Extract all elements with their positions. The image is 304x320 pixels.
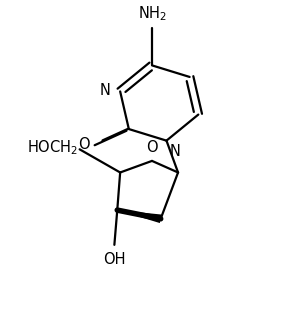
- Text: OH: OH: [103, 252, 126, 267]
- Text: NH$_2$: NH$_2$: [137, 5, 167, 23]
- Text: N: N: [170, 144, 181, 158]
- Text: HOCH$_2$: HOCH$_2$: [27, 139, 78, 157]
- Text: N: N: [99, 83, 110, 98]
- Polygon shape: [117, 210, 161, 223]
- Text: O: O: [146, 140, 158, 155]
- Text: O: O: [78, 138, 90, 152]
